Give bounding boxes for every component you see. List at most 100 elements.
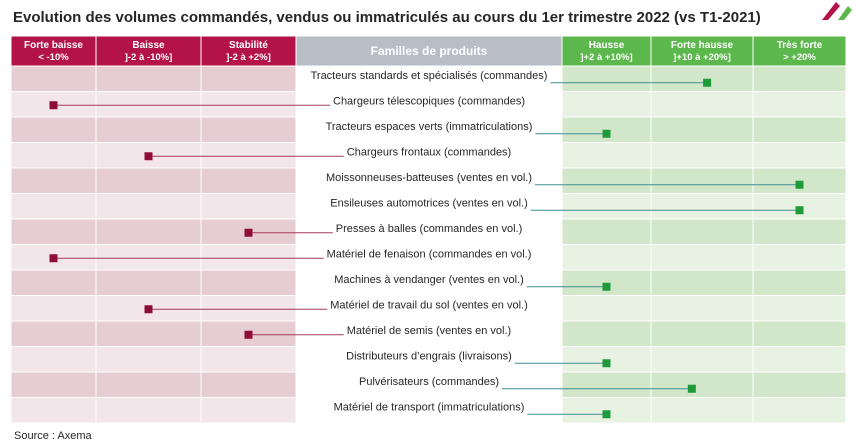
band-neg-forte_baisse: [10, 65, 97, 92]
band-pos-hausse: [561, 320, 652, 347]
band-pos-tres_forte: [752, 269, 847, 296]
band-neg-stabilite: [200, 295, 297, 322]
band-neg-stabilite: [200, 116, 297, 143]
header-range-forte_hausse: ]+10 à +20%]: [673, 52, 731, 63]
band-pos-forte_hausse: [650, 218, 754, 245]
band-neg-forte_baisse: [10, 218, 97, 245]
band-pos-forte_hausse: [650, 142, 754, 169]
row-label: Tracteurs espaces verts (immatriculation…: [326, 121, 533, 133]
band-neg-stabilite: [200, 371, 297, 398]
header-range-stabilite: ]-2 à +2%]: [226, 52, 271, 63]
band-pos-forte_hausse: [650, 91, 754, 118]
band-pos-tres_forte: [752, 65, 847, 92]
band-pos-forte_hausse: [650, 346, 754, 373]
band-pos-tres_forte: [752, 218, 847, 245]
header-label-familles: Familles de produits: [371, 44, 488, 58]
marker-forte_hausse: [703, 78, 712, 87]
band-neg-baisse: [95, 346, 202, 373]
band-pos-hausse: [561, 91, 652, 118]
band-neg-forte_baisse: [10, 142, 97, 169]
band-neg-baisse: [95, 218, 202, 245]
band-neg-forte_baisse: [10, 371, 97, 398]
band-neg-stabilite: [200, 65, 297, 92]
band-pos-forte_hausse: [650, 116, 754, 143]
band-neg-stabilite: [200, 193, 297, 220]
band-pos-hausse: [561, 244, 652, 271]
row-label: Chargeurs frontaux (commandes): [347, 146, 511, 158]
header-cell-forte_hausse: [650, 35, 754, 67]
row-label: Chargeurs télescopiques (commandes): [333, 95, 525, 107]
band-pos-tres_forte: [752, 320, 847, 347]
band-pos-forte_hausse: [650, 397, 754, 424]
chart-title: Evolution des volumes commandés, vendus …: [13, 9, 761, 26]
band-neg-forte_baisse: [10, 295, 97, 322]
band-neg-stabilite: [200, 142, 297, 169]
band-pos-hausse: [561, 167, 652, 194]
header-range-tres_forte: > +20%: [783, 52, 816, 63]
band-pos-forte_hausse: [650, 371, 754, 398]
marker-tres_forte: [795, 180, 804, 189]
band-neg-stabilite: [200, 91, 297, 118]
band-neg-forte_baisse: [10, 346, 97, 373]
marker-hausse: [602, 359, 611, 368]
band-neg-stabilite: [200, 397, 297, 424]
header-label-forte_hausse: Forte hausse: [671, 40, 734, 51]
band-neg-forte_baisse: [10, 269, 97, 296]
band-neg-baisse: [95, 65, 202, 92]
band-pos-hausse: [561, 142, 652, 169]
header-cell-hausse: [561, 35, 652, 67]
band-neg-baisse: [95, 397, 202, 424]
marker-hausse: [602, 129, 611, 138]
band-pos-hausse: [561, 371, 652, 398]
band-neg-forte_baisse: [10, 397, 97, 424]
band-pos-tres_forte: [752, 295, 847, 322]
source-note: Source : Axema: [14, 430, 92, 442]
header-label-forte_baisse: Forte baisse: [24, 40, 83, 51]
marker-stabilite: [244, 330, 253, 339]
band-neg-stabilite: [200, 346, 297, 373]
row-label: Presses à balles (commandes en vol.): [336, 223, 522, 235]
band-neg-forte_baisse: [10, 167, 97, 194]
band-pos-tres_forte: [752, 244, 847, 271]
band-neg-stabilite: [200, 269, 297, 296]
band-pos-forte_hausse: [650, 244, 754, 271]
band-neg-baisse: [95, 116, 202, 143]
row-label: Tracteurs standards et spécialisés (comm…: [311, 70, 548, 82]
band-pos-hausse: [561, 193, 652, 220]
band-neg-stabilite: [200, 218, 297, 245]
band-neg-forte_baisse: [10, 193, 97, 220]
band-pos-tres_forte: [752, 91, 847, 118]
band-pos-tres_forte: [752, 371, 847, 398]
band-pos-tres_forte: [752, 346, 847, 373]
band-neg-baisse: [95, 244, 202, 271]
band-pos-tres_forte: [752, 116, 847, 143]
band-neg-forte_baisse: [10, 116, 97, 143]
marker-baisse: [144, 305, 153, 314]
marker-tres_forte: [795, 206, 804, 215]
band-pos-forte_hausse: [650, 193, 754, 220]
row-label: Ensileuses automotrices (ventes en vol.): [330, 197, 527, 209]
row-label: Machines à vendanger (ventes en vol.): [334, 274, 524, 286]
row-label: Pulvérisateurs (commandes): [359, 376, 499, 388]
marker-stabilite: [244, 228, 253, 237]
row-label: Matériel de semis (ventes en vol.): [347, 325, 511, 337]
row-label: Matériel de travail du sol (ventes en vo…: [330, 299, 527, 311]
header-label-stabilite: Stabilité: [229, 40, 268, 51]
header-label-tres_forte: Très forte: [777, 40, 823, 51]
band-pos-forte_hausse: [650, 295, 754, 322]
band-pos-forte_hausse: [650, 65, 754, 92]
logo-icon: [822, 2, 852, 20]
marker-forte_baisse: [49, 101, 58, 110]
header-label-baisse: Baisse: [132, 40, 165, 51]
marker-forte_baisse: [49, 254, 58, 263]
band-neg-stabilite: [200, 244, 297, 271]
band-neg-baisse: [95, 91, 202, 118]
band-pos-forte_hausse: [650, 269, 754, 296]
band-neg-baisse: [95, 167, 202, 194]
band-neg-baisse: [95, 320, 202, 347]
band-neg-baisse: [95, 269, 202, 296]
row-label: Matériel de fenaison (commandes en vol.): [327, 248, 532, 260]
band-neg-stabilite: [200, 167, 297, 194]
header-label-hausse: Hausse: [589, 40, 625, 51]
